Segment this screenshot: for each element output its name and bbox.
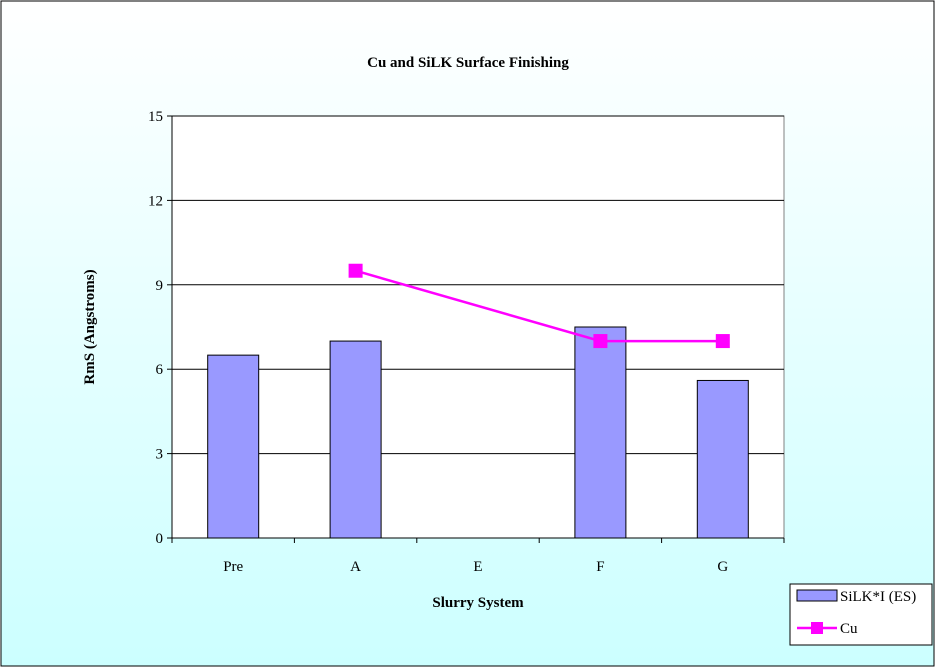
y-tick-label: 12 — [148, 193, 163, 209]
x-tick-label: E — [473, 559, 482, 575]
x-tick-label: F — [596, 559, 604, 575]
bar — [207, 354, 260, 539]
gridlines — [172, 115, 784, 455]
x-axis-title: Slurry System — [432, 595, 524, 611]
chart-title: Cu and SiLK Surface Finishing — [367, 55, 569, 71]
x-tick-label: G — [717, 559, 728, 575]
x-tick-labels: Pre A E F G — [171, 538, 785, 575]
line-series — [348, 263, 730, 349]
x-tick-label: Pre — [223, 559, 243, 575]
y-tick-label: 0 — [156, 531, 164, 547]
legend-bar-swatch — [796, 589, 838, 602]
bar — [574, 326, 627, 539]
legend-label-cu: Cu — [840, 621, 858, 637]
x-tick-label: A — [350, 559, 361, 575]
plot-area — [171, 115, 785, 539]
axes — [171, 116, 784, 539]
y-tick-label: 15 — [148, 109, 163, 125]
y-axis-title: RmS (Angstroms) — [82, 269, 98, 384]
legend-label-silk: SiLK*I (ES) — [840, 589, 916, 605]
y-tick-label: 9 — [156, 278, 164, 294]
legend-line-marker — [811, 622, 823, 634]
y-tick-label: 3 — [156, 447, 164, 463]
cu-point — [715, 334, 730, 349]
bar-series — [207, 326, 749, 539]
y-tick-labels: 0 3 6 9 12 15 — [148, 109, 172, 547]
y-tick-label: 6 — [156, 362, 164, 378]
cu-point — [348, 263, 363, 278]
bar — [329, 340, 382, 539]
legend: SiLK*I (ES) Cu — [789, 583, 933, 646]
cu-point — [593, 334, 608, 349]
bar — [696, 379, 749, 539]
